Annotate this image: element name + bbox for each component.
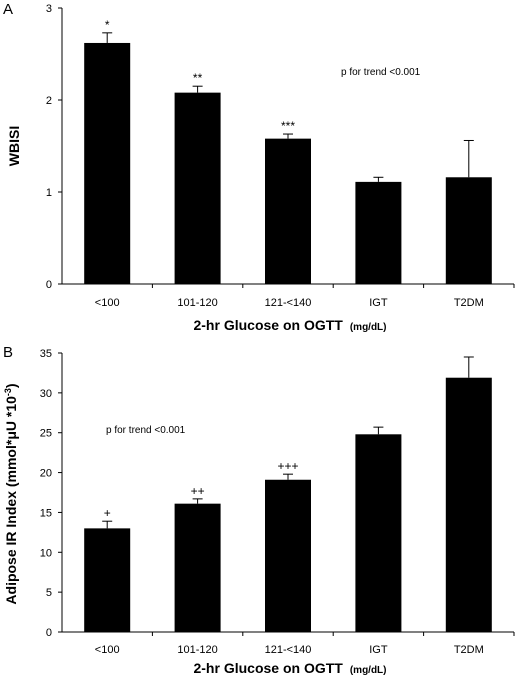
- panel-b-y-axis-label: Adipose IR Index (mmol*μU *10-3): [3, 383, 19, 604]
- panel-a-y-axis-label: WBISI: [6, 126, 22, 166]
- panel-b-y-tick-label: 35: [40, 348, 52, 360]
- panel-b-bar: [84, 528, 131, 632]
- panel-a-x-tick-label: IGT: [369, 297, 388, 309]
- panel-a-x-tick-label: 121-<140: [265, 297, 312, 309]
- panel-a-bar: [174, 92, 221, 284]
- panel-b-chart: B 0 5 10 15 20 25 30 35 <100 101-120 121-<140 IGT T…: [3, 344, 515, 677]
- panel-a-significance-marker: ***: [281, 119, 295, 133]
- panel-b-y-axis-title: Adipose IR Index (mmol*μU *10: [3, 396, 19, 605]
- panel-b-x-tick-label: IGT: [369, 644, 388, 656]
- panel-a-x-axis-title: 2-hr Glucose on OGTT: [193, 317, 343, 333]
- panel-b-x-tick-label: 121-<140: [265, 644, 312, 656]
- panel-b-y-tick-label: 10: [40, 547, 52, 559]
- panel-a-trend-annotation: p for trend <0.001: [341, 67, 421, 78]
- panel-b-trend-annotation: p for trend <0.001: [106, 425, 186, 436]
- panel-a-x-tick-label: 101-120: [177, 297, 217, 309]
- panel-a-y-tick-label: 3: [46, 3, 52, 15]
- panel-a-y-tick-label: 1: [46, 187, 52, 199]
- panel-a-bar: [84, 42, 131, 285]
- panel-b-bar: [445, 377, 492, 632]
- panel-a-x-tick-label: <100: [95, 297, 120, 309]
- panel-a-significance-marker: **: [193, 71, 203, 85]
- panel-a-y-tick-label: 2: [46, 95, 52, 107]
- panel-a-x-axis-label: 2-hr Glucose on OGTT (mg/dL): [193, 317, 386, 334]
- panel-a-bar: [445, 177, 492, 284]
- panel-b-y-tick-label: 5: [46, 587, 52, 599]
- panel-a-x-tick-label: T2DM: [454, 297, 484, 309]
- panel-a-y-tick-label: 0: [46, 279, 52, 291]
- panel-b-x-tick-label: <100: [95, 644, 120, 656]
- panel-b-y-axis-close: ): [3, 383, 19, 388]
- panel-b-x-tick-label: T2DM: [454, 644, 484, 656]
- panel-a-significance-marker: *: [105, 18, 110, 32]
- panel-a-bar: [355, 181, 402, 284]
- panel-b-x-axis-label: 2-hr Glucose on OGTT (mg/dL): [193, 660, 386, 677]
- panel-b-y-tick-label: 25: [40, 428, 52, 440]
- panel-b-y-tick-label: 15: [40, 507, 52, 519]
- panel-b-significance-marker: +: [104, 506, 111, 520]
- panel-b-x-axis-unit: (mg/dL): [350, 665, 387, 676]
- panel-b-x-tick-label: 101-120: [177, 644, 217, 656]
- panel-b-x-axis-title: 2-hr Glucose on OGTT: [193, 660, 343, 676]
- panel-a-x-axis-unit: (mg/dL): [350, 322, 387, 333]
- panel-b-letter: B: [3, 344, 13, 361]
- panel-b-y-tick-label: 30: [40, 388, 52, 400]
- panel-b-bar: [355, 434, 402, 632]
- panel-a-letter: A: [3, 1, 13, 18]
- panel-b-y-tick-label: 20: [40, 468, 52, 480]
- panel-b-significance-marker: ++: [191, 484, 205, 498]
- panel-b-bar: [174, 503, 221, 632]
- panel-b-bar: [265, 479, 311, 632]
- panel-b-significance-marker: +++: [277, 459, 298, 473]
- panel-b-y-axis-exponent: -3: [3, 388, 13, 396]
- panel-a-bar: [265, 138, 311, 284]
- panel-b-y-tick-label: 0: [46, 627, 52, 639]
